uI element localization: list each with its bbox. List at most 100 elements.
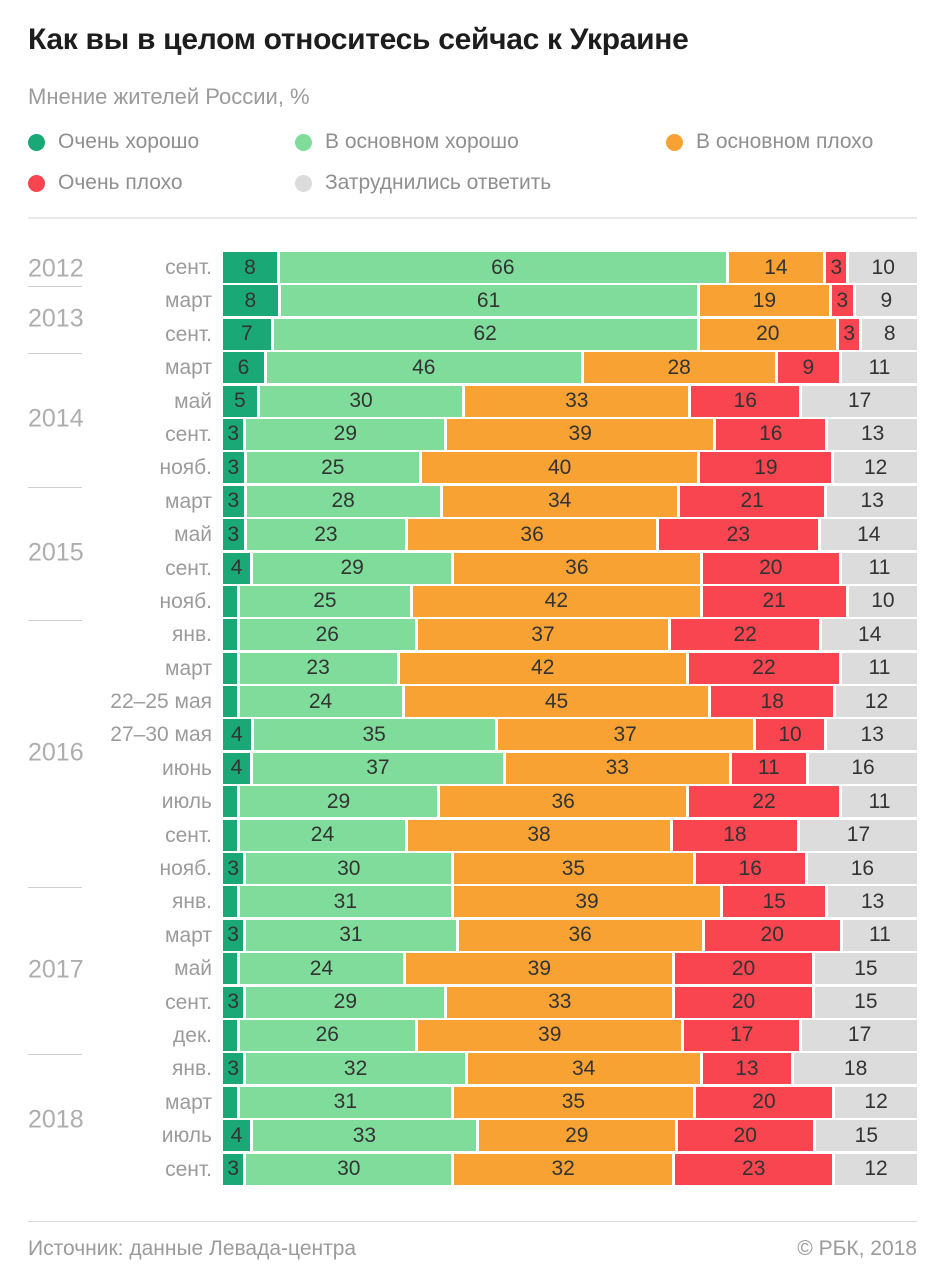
legend-dot-icon — [666, 133, 683, 151]
month-label: март — [165, 1090, 212, 1114]
bar-segment: 8 — [223, 252, 278, 283]
bar-segment: 10 — [849, 252, 917, 283]
bar-segment: 33 — [465, 385, 689, 417]
bar-segment: 33 — [253, 1120, 476, 1152]
bar-segment: 34 — [467, 1053, 700, 1085]
bar-segment: 35 — [454, 1086, 693, 1118]
bar-row: март 31 35 20 12 — [28, 1086, 918, 1120]
month-label: янв. — [172, 623, 212, 647]
year-group: 2018 янв. 3 32 34 13 18 март 31 35 20 12 июль 4 33 29 20… — [28, 1053, 918, 1187]
bar-segment: 61 — [280, 285, 697, 317]
bar-segment: 16 — [716, 418, 826, 450]
bar-segment: 14 — [820, 519, 917, 551]
bar-segment: 33 — [447, 986, 673, 1018]
year-label: 2014 — [28, 404, 84, 433]
bar-stack: 4 29 36 20 11 — [223, 552, 917, 584]
bar-stack: 3 23 36 23 14 — [223, 519, 917, 551]
year-group: 2015 март 3 28 34 21 13 май 3 23 36 23 14 сент. 4 29 36 2… — [28, 485, 918, 621]
bar-row: май 5 30 33 16 17 — [28, 385, 918, 419]
bar-segment: 21 — [679, 485, 825, 517]
bar-stack: 24 45 18 12 — [223, 686, 917, 718]
month-label: сент. — [165, 256, 212, 279]
bar-segment — [223, 786, 237, 818]
bar-row: март 3 31 36 20 11 — [28, 919, 917, 953]
bar-segment: 24 — [239, 686, 402, 718]
bar-segment: 13 — [827, 485, 918, 517]
bar-segment: 35 — [454, 853, 693, 885]
bar-stack: 3 28 34 21 13 — [223, 485, 918, 517]
bar-segment: 6 — [223, 352, 264, 384]
bar-segment: 9 — [777, 352, 839, 384]
bar-segment — [223, 1086, 237, 1118]
bar-segment: 3 — [223, 519, 244, 551]
legend-item-label: В основном хорошо — [325, 130, 519, 153]
bar-stack: 31 39 15 13 — [223, 886, 917, 918]
bar-row: нояб. 25 42 21 10 — [28, 585, 917, 619]
bar-stack: 26 39 17 17 — [223, 1019, 917, 1051]
legend-item: Затруднились ответить — [295, 171, 666, 195]
legend-item: В основном хорошо — [295, 130, 666, 154]
bar-segment: 8 — [862, 318, 917, 350]
bar-segment: 31 — [246, 919, 456, 951]
year-label: 2017 — [28, 955, 84, 984]
legend-dot-icon — [28, 174, 45, 192]
bar-row: сент. 7 62 20 3 8 — [28, 318, 917, 352]
bar-segment — [223, 652, 237, 684]
bar-segment: 31 — [239, 1086, 452, 1118]
legend-item: В основном плохо — [666, 130, 917, 154]
bar-stack: 7 62 20 3 8 — [223, 318, 917, 350]
month-label: май — [174, 389, 212, 413]
bar-segment: 33 — [505, 752, 729, 784]
bar-segment: 39 — [418, 1019, 682, 1051]
bar-segment: 3 — [223, 853, 244, 885]
month-label: июль — [161, 790, 212, 814]
bar-segment: 21 — [702, 585, 846, 617]
bar-row: янв. 3 32 34 13 18 — [28, 1053, 917, 1086]
month-label: май — [174, 523, 212, 547]
bar-segment: 66 — [280, 252, 726, 283]
bar-segment: 36 — [458, 919, 702, 951]
bar-stack: 23 42 22 11 — [223, 652, 917, 684]
bar-segment: 28 — [246, 485, 440, 517]
bar-segment: 40 — [421, 452, 698, 484]
bar-row: сент. 3 29 39 16 13 — [28, 418, 917, 452]
bar-segment: 16 — [691, 385, 800, 417]
bar-segment: 32 — [454, 1153, 673, 1185]
bar-stack: 24 38 18 17 — [223, 819, 917, 851]
bar-segment: 9 — [855, 285, 917, 317]
bar-segment: 7 — [223, 318, 271, 350]
bar-segment: 15 — [814, 986, 917, 1018]
stacked-bar-chart: 2012 сент. 8 66 14 3 10 2013 март 8 61 19 3 9 сент. 7 62… — [28, 252, 918, 1187]
bar-segment: 36 — [408, 519, 657, 551]
bar-segment — [223, 886, 237, 918]
bar-stack: 3 29 39 16 13 — [223, 418, 917, 450]
bar-segment: 18 — [794, 1053, 917, 1085]
bar-row: март 6 46 28 9 11 — [28, 352, 917, 385]
bar-stack: 26 37 22 14 — [223, 619, 917, 651]
bar-segment: 24 — [239, 953, 404, 985]
bar-segment: 18 — [711, 686, 833, 718]
bar-segment: 3 — [826, 252, 847, 283]
bar-stack: 4 35 37 10 13 — [223, 719, 918, 751]
bar-segment: 19 — [700, 452, 832, 484]
bar-segment: 26 — [239, 619, 416, 651]
month-label: янв. — [172, 1057, 212, 1081]
bar-row: сент. 8 66 14 3 10 — [28, 252, 917, 285]
bar-segment: 30 — [259, 385, 463, 417]
bar-segment — [223, 819, 237, 851]
bar-segment: 29 — [239, 786, 438, 818]
year-label: 2012 — [28, 254, 84, 283]
month-label: июль — [161, 1124, 212, 1148]
bar-stack: 6 46 28 9 11 — [223, 352, 917, 384]
legend-item-label: Затруднились ответить — [325, 171, 552, 194]
bar-segment: 3 — [832, 285, 853, 317]
bar-segment: 37 — [253, 752, 503, 784]
bar-segment: 11 — [841, 652, 917, 684]
month-label: май — [174, 957, 212, 981]
month-label: янв. — [172, 890, 212, 914]
bar-segment: 3 — [223, 919, 244, 951]
bar-segment: 14 — [822, 619, 917, 651]
bar-segment: 16 — [695, 853, 805, 885]
bar-stack: 29 36 22 11 — [223, 786, 917, 818]
bar-row: март 23 42 22 11 — [28, 652, 917, 686]
